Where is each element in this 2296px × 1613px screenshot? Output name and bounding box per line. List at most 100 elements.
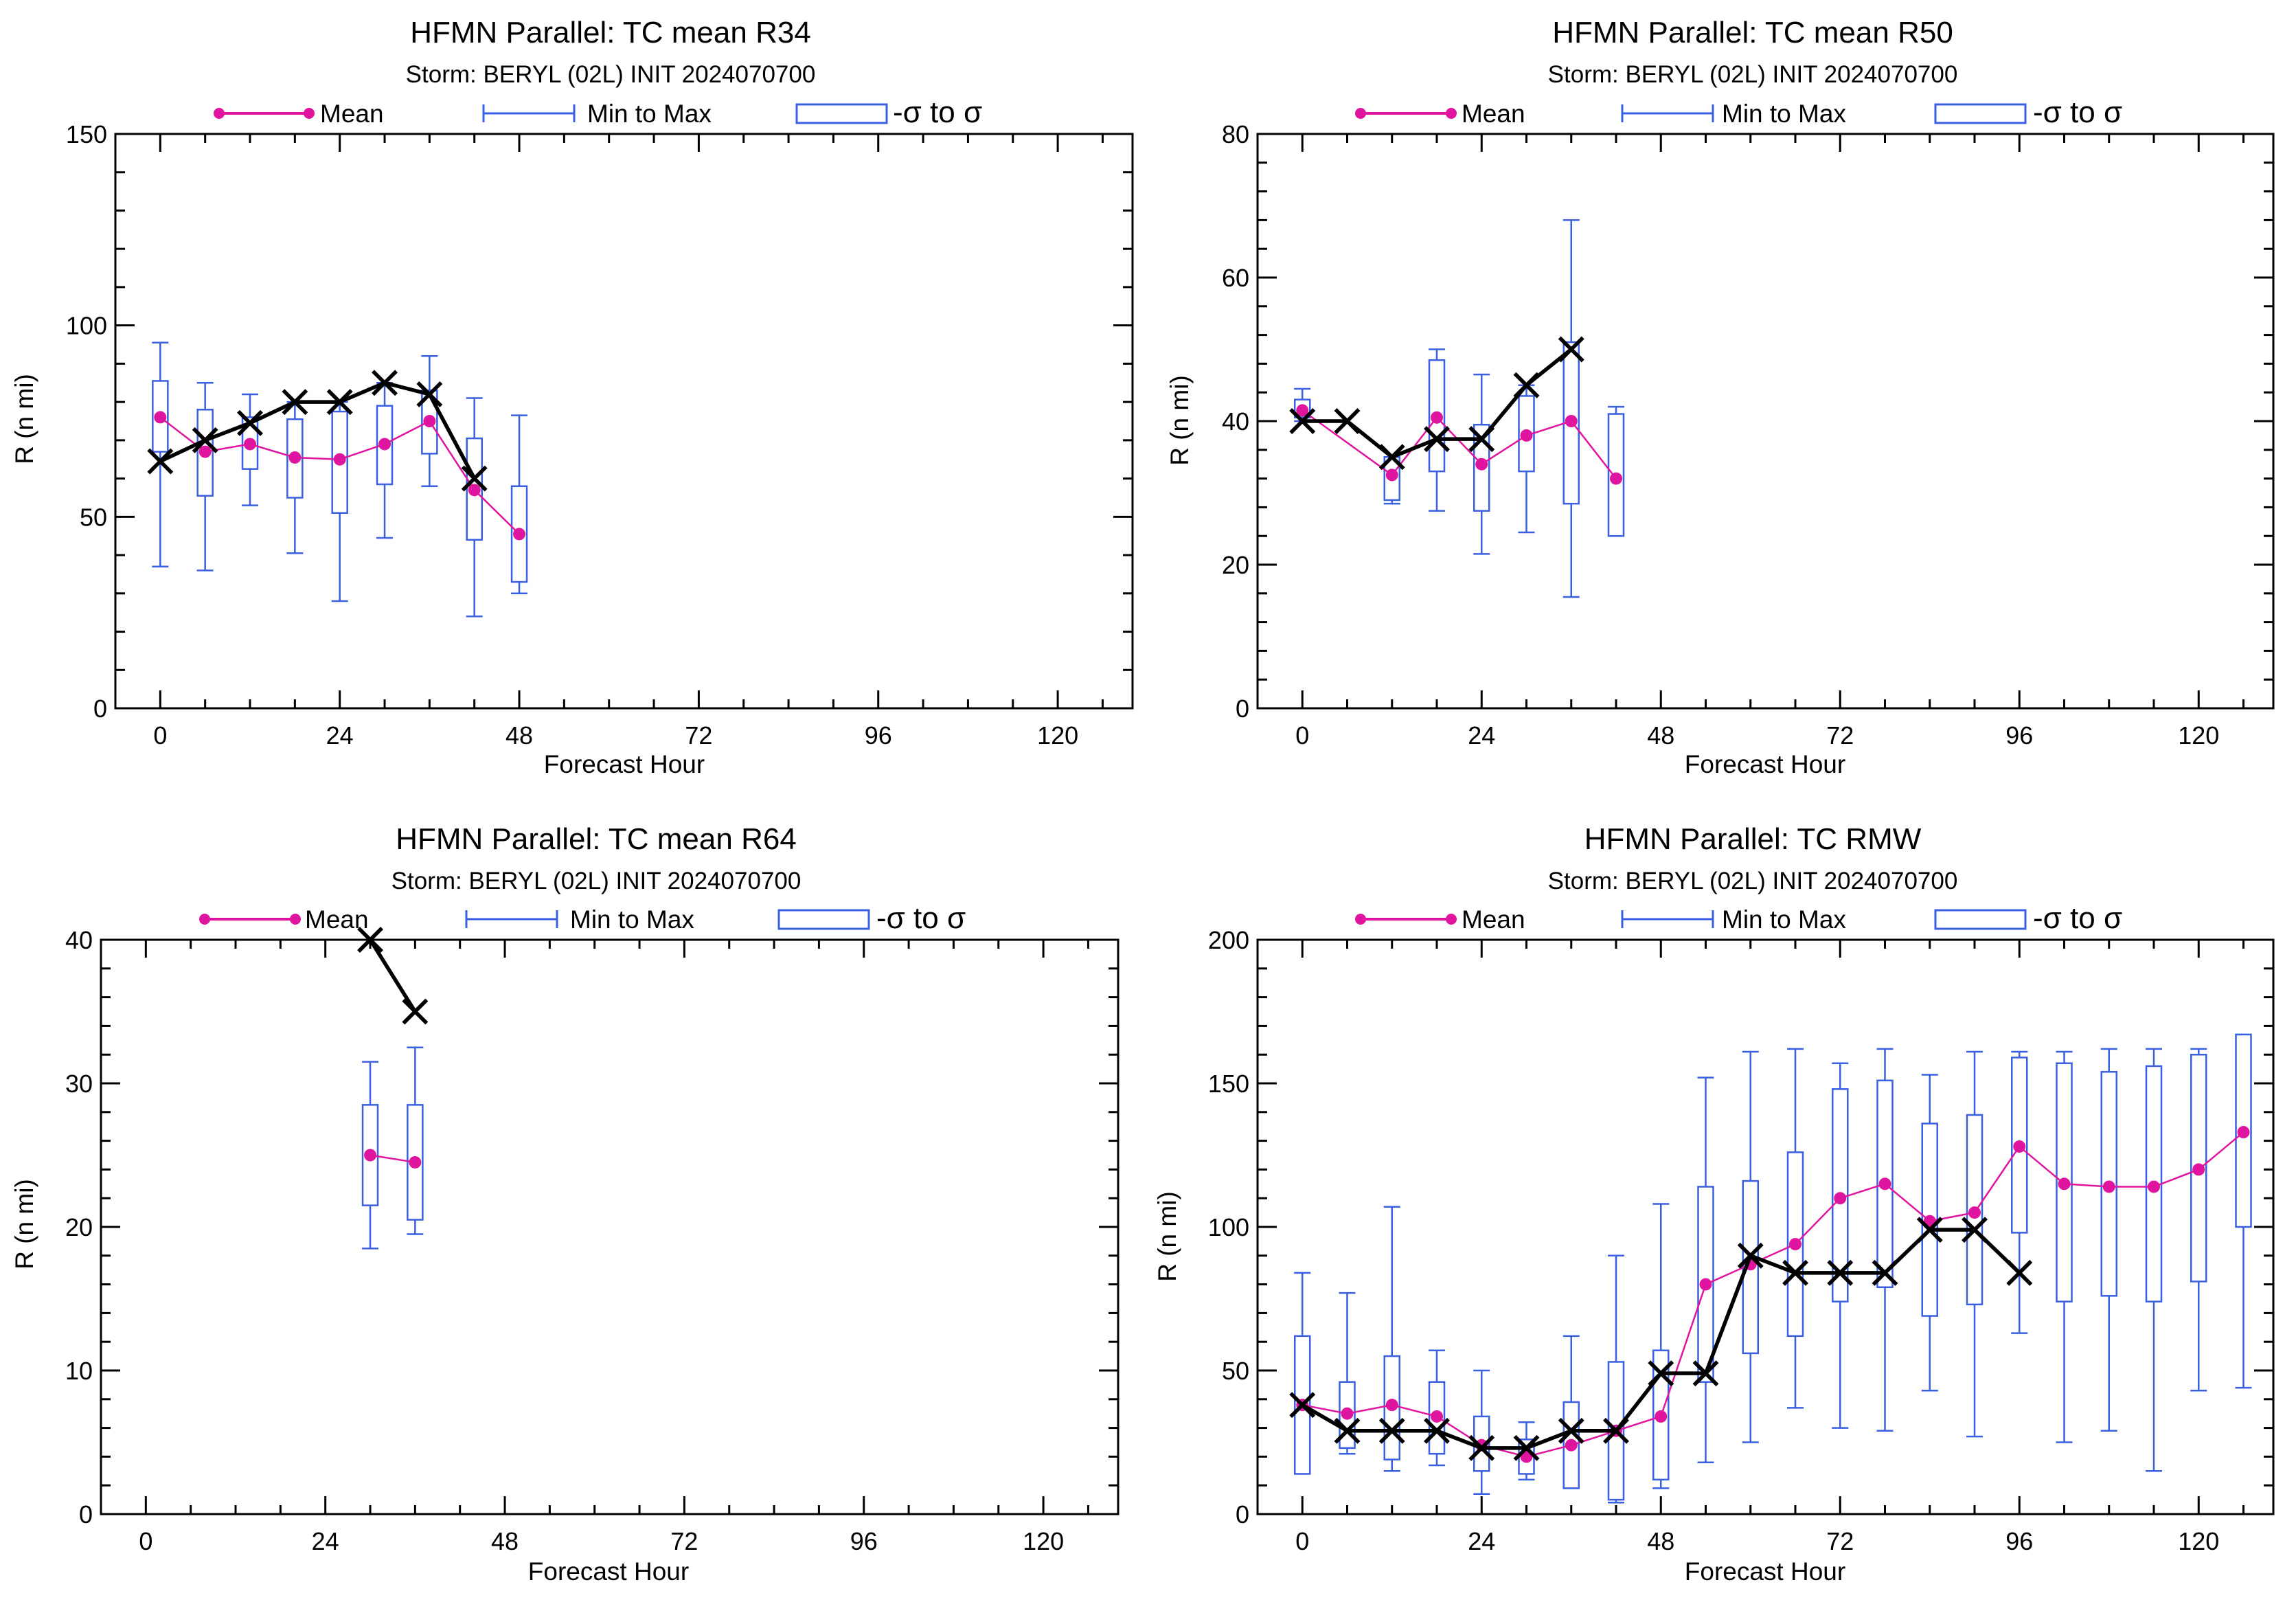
actual-marker: [1558, 1417, 1584, 1444]
actual-marker: [1558, 336, 1584, 363]
x-tick-label: 96: [850, 1527, 878, 1555]
x-tick-label: 48: [505, 721, 533, 749]
actual-marker: [372, 370, 398, 396]
y-axis-label: R (n mi): [10, 1179, 38, 1270]
legend: Mean Min to Max -σ to σ: [1355, 95, 2122, 129]
mean-point: [378, 438, 391, 451]
x-tick-label: 0: [153, 721, 167, 749]
actual-marker: [416, 381, 443, 407]
x-tick-label: 48: [1647, 721, 1674, 749]
y-tick-label: 150: [66, 120, 107, 148]
y-tick-label: 100: [1208, 1213, 1249, 1241]
mean-point: [1834, 1192, 1847, 1205]
y-tick-label: 200: [1208, 926, 1249, 954]
mean-point: [1520, 429, 1533, 442]
x-axis-label: Forecast Hour: [528, 1557, 689, 1586]
actual-marker: [1648, 1360, 1674, 1387]
x-tick-label: 72: [685, 721, 712, 749]
chart-title: HFMN Parallel: TC mean R50: [1552, 16, 1953, 49]
mean-point: [423, 415, 436, 427]
actual-marker: [1334, 1417, 1361, 1444]
actual-marker: [1603, 1417, 1629, 1444]
x-axis-label: Forecast Hour: [1685, 1557, 1845, 1586]
plot-area: 0 24 48 72 96 120 0 10 20 30 40: [65, 926, 1119, 1555]
legend-box-label: -σ to σ: [876, 901, 966, 935]
mean-point: [1878, 1177, 1891, 1191]
mean-point: [1655, 1410, 1668, 1423]
mean-point: [1475, 458, 1488, 471]
actual-marker: [1424, 426, 1450, 453]
x-tick-label: 24: [1468, 1527, 1495, 1555]
x-tick-label: 24: [312, 1527, 339, 1555]
y-tick-label: 20: [1222, 551, 1249, 579]
legend-box-label: -σ to σ: [893, 95, 982, 129]
actual-marker: [1962, 1217, 1988, 1243]
mean-point: [244, 438, 257, 451]
chart-panel-r50: HFMN Parallel: TC mean R50 Storm: BERYL …: [1166, 16, 2275, 778]
legend-mean-marker: [1446, 914, 1457, 925]
chart-subtitle: Storm: BERYL (02L) INIT 2024070700: [1548, 868, 1958, 894]
mean-point: [1385, 1399, 1398, 1412]
legend-mean-marker: [1446, 108, 1457, 119]
legend: Mean Min to Max -σ to σ: [199, 901, 966, 935]
y-tick-label: 30: [65, 1070, 93, 1098]
mean-point: [1789, 1238, 1801, 1251]
y-axis-label: R (n mi): [10, 374, 38, 464]
actual-marker: [357, 927, 383, 953]
y-tick-label: 20: [65, 1213, 93, 1241]
actual-marker: [326, 389, 353, 416]
mean-point: [1385, 469, 1398, 482]
y-tick-label: 40: [1222, 407, 1249, 436]
actual-marker: [1513, 1434, 1540, 1461]
x-tick-label: 72: [670, 1527, 698, 1555]
mean-line: [370, 1154, 416, 1164]
legend-box-swatch: [795, 103, 888, 124]
plot-frame: [114, 133, 1134, 710]
actual-marker: [1468, 426, 1495, 453]
legend-mean-label: Mean: [1462, 100, 1525, 128]
plot-area: 0 24 48 72 96 120 0 50 100 150 200: [1208, 926, 2275, 1555]
actual-marker: [1872, 1259, 1898, 1286]
mean-point: [1699, 1278, 1712, 1291]
legend-mean-marker: [1355, 914, 1366, 925]
x-tick-label: 24: [326, 721, 354, 749]
chart-panel-r64: HFMN Parallel: TC mean R64 Storm: BERYL …: [10, 822, 1119, 1586]
x-tick-label: 0: [1295, 1527, 1309, 1555]
x-tick-label: 72: [1826, 721, 1854, 749]
plot-area: 0 24 48 72 96 120 0 20 40 60 80: [1222, 120, 2275, 749]
plot-frame: [1256, 938, 2275, 1515]
mean-point: [2102, 1180, 2115, 1193]
legend-mean-marker: [214, 108, 225, 119]
chart-subtitle: Storm: BERYL (02L) INIT 2024070700: [1548, 61, 1958, 88]
actual-marker: [1692, 1360, 1719, 1387]
chart-title: HFMN Parallel: TC RMW: [1584, 822, 1922, 856]
chart-subtitle: Storm: BERYL (02L) INIT 2024070700: [391, 868, 802, 894]
y-tick-label: 10: [65, 1357, 93, 1385]
actual-line: [159, 381, 477, 480]
x-tick-label: 24: [1468, 721, 1495, 749]
mean-point: [2148, 1180, 2160, 1193]
mean-point: [1968, 1206, 1981, 1219]
y-tick-label: 50: [1222, 1357, 1249, 1385]
actual-marker: [2006, 1259, 2033, 1286]
legend-range-label: Min to Max: [587, 100, 712, 128]
legend-box-swatch: [777, 909, 870, 930]
y-tick-label: 100: [66, 312, 107, 340]
mean-point: [1565, 1439, 1578, 1452]
legend-box-swatch: [1934, 103, 2027, 124]
legend-range-label: Min to Max: [1722, 100, 1846, 128]
actual-marker: [192, 427, 218, 453]
chart-title: HFMN Parallel: TC mean R64: [396, 822, 797, 856]
y-axis-label: R (n mi): [1153, 1191, 1181, 1282]
legend-range-label: Min to Max: [1722, 905, 1846, 934]
legend-range-label: Min to Max: [570, 905, 694, 934]
mean-point: [154, 411, 167, 424]
x-axis-label: Forecast Hour: [1685, 750, 1845, 778]
legend-mean-marker: [1355, 108, 1366, 119]
actual-marker: [282, 389, 308, 416]
legend-mean-marker: [199, 914, 210, 925]
mean-point: [364, 1149, 377, 1162]
legend-box-swatch: [1934, 909, 2027, 930]
y-tick-label: 50: [80, 503, 107, 531]
